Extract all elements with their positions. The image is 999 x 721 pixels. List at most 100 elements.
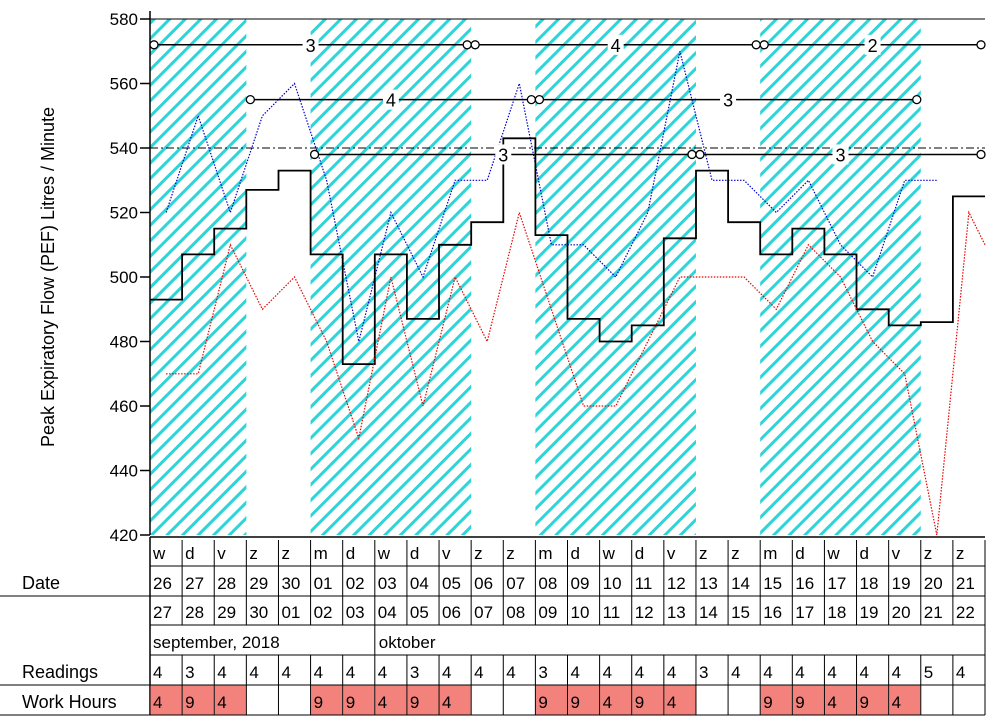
period-bar-label-bg — [864, 34, 881, 55]
readings-label: 4 — [346, 663, 355, 682]
work-hours-label: 4 — [892, 693, 901, 712]
date-start-label: 08 — [538, 574, 557, 593]
work-hours-fill — [568, 685, 600, 715]
weekday-label: v — [667, 544, 676, 563]
work-hours-label: 9 — [635, 693, 644, 712]
y-tick-label: 560 — [110, 75, 138, 94]
date-end-label: 15 — [731, 603, 750, 622]
work-hours-fill — [824, 685, 857, 715]
period-bar-label: 3 — [723, 91, 733, 111]
period-bar-label: 3 — [306, 36, 316, 56]
work-hours-label: 4 — [827, 693, 836, 712]
date-start-label: 10 — [603, 574, 622, 593]
date-start-label: 15 — [763, 574, 782, 593]
work-hours-fill — [150, 685, 182, 715]
weekday-label: v — [442, 544, 451, 563]
period-start-marker — [149, 40, 159, 50]
period-end-marker — [751, 40, 761, 50]
period-bar-label: 4 — [386, 91, 396, 111]
readings-label: 4 — [667, 663, 676, 682]
weekday-label: d — [346, 544, 355, 563]
readings-label: 4 — [442, 663, 451, 682]
date-end-label: 14 — [699, 603, 718, 622]
period-start-marker — [534, 94, 545, 105]
work-hours-fill — [407, 685, 439, 715]
work-hours-fill — [889, 685, 921, 715]
readings-label: 4 — [506, 663, 515, 682]
readings-label: 4 — [153, 663, 162, 682]
readings-label: 4 — [860, 663, 869, 682]
work-hours-label: 9 — [795, 693, 804, 712]
work-hours-fill — [182, 685, 214, 715]
date-end-label: 19 — [860, 603, 879, 622]
readings-label: 3 — [699, 663, 708, 682]
weekday-label: w — [602, 544, 616, 563]
period-end-marker — [976, 40, 986, 50]
series-max-line — [165, 51, 937, 342]
date-end-label: 08 — [506, 603, 525, 622]
period-end-marker — [462, 40, 472, 50]
date-end-label: 30 — [249, 603, 268, 622]
work-hours-fill — [343, 685, 375, 715]
work-hours-label: 9 — [860, 693, 869, 712]
period-bar-label-bg — [495, 144, 512, 165]
weekday-label: d — [795, 544, 804, 563]
date-start-label: 27 — [185, 574, 204, 593]
month-label: oktober — [379, 633, 436, 652]
date-start-label: 01 — [314, 574, 333, 593]
weekday-label: z — [249, 544, 258, 563]
weekday-label: z — [731, 544, 740, 563]
weekday-label: v — [217, 544, 226, 563]
date-end-label: 09 — [538, 603, 557, 622]
work-hours-label: 4 — [667, 693, 676, 712]
date-end-label: 03 — [346, 603, 365, 622]
work-hours-fill — [632, 685, 664, 715]
y-tick-label: 480 — [110, 333, 138, 352]
row-label-readings: Readings — [22, 662, 98, 682]
date-start-label: 26 — [153, 574, 172, 593]
period-start-marker — [695, 149, 705, 160]
y-tick-label: 440 — [110, 462, 138, 481]
weekday-label: z — [924, 544, 933, 563]
period-end-marker — [687, 149, 697, 160]
date-end-label: 02 — [314, 603, 333, 622]
date-start-label: 14 — [731, 574, 750, 593]
weekday-label: v — [892, 544, 901, 563]
readings-label: 4 — [249, 663, 258, 682]
period-bar-label: 3 — [835, 145, 845, 165]
date-start-label: 21 — [956, 574, 975, 593]
readings-label: 4 — [217, 663, 226, 682]
date-end-label: 01 — [281, 603, 300, 622]
readings-label: 4 — [281, 663, 290, 682]
work-hours-label: 9 — [538, 693, 547, 712]
weekday-label: d — [860, 544, 869, 563]
date-end-label: 07 — [474, 603, 493, 622]
date-end-label: 16 — [763, 603, 782, 622]
period-bar-label-bg — [720, 89, 737, 110]
readings-label: 3 — [410, 663, 419, 682]
weekday-label: d — [410, 544, 419, 563]
weekday-label: w — [152, 544, 166, 563]
row-label-work-hours: Work Hours — [22, 692, 117, 712]
readings-label: 4 — [474, 663, 483, 682]
readings-label: 4 — [763, 663, 772, 682]
readings-label: 3 — [538, 663, 547, 682]
date-start-label: 11 — [635, 574, 653, 593]
work-period-shade — [150, 19, 247, 535]
work-hours-label: 9 — [346, 693, 355, 712]
period-bar-label: 3 — [498, 145, 508, 165]
period-bar-label-bg — [607, 34, 624, 55]
work-hours-fill — [792, 685, 824, 715]
weekday-label: w — [826, 544, 840, 563]
work-hours-label: 4 — [442, 693, 451, 712]
y-tick-label: 460 — [110, 397, 138, 416]
series-min-line — [166, 210, 986, 536]
work-hours-fill — [311, 685, 343, 715]
period-bar-label: 4 — [611, 36, 621, 56]
date-end-label: 10 — [571, 603, 590, 622]
y-tick-label: 540 — [110, 139, 138, 158]
period-bar-label-bg — [302, 34, 319, 55]
date-start-label: 09 — [571, 574, 590, 593]
work-hours-label: 4 — [217, 693, 226, 712]
